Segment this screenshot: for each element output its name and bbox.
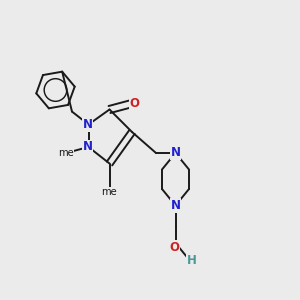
Text: O: O <box>129 97 140 110</box>
Text: me: me <box>102 187 117 197</box>
Text: N: N <box>82 140 93 154</box>
Text: O: O <box>169 241 179 254</box>
Text: N: N <box>170 199 181 212</box>
Text: me: me <box>58 148 74 158</box>
Text: N: N <box>82 118 93 131</box>
Text: H: H <box>187 254 196 268</box>
Text: N: N <box>170 146 181 160</box>
